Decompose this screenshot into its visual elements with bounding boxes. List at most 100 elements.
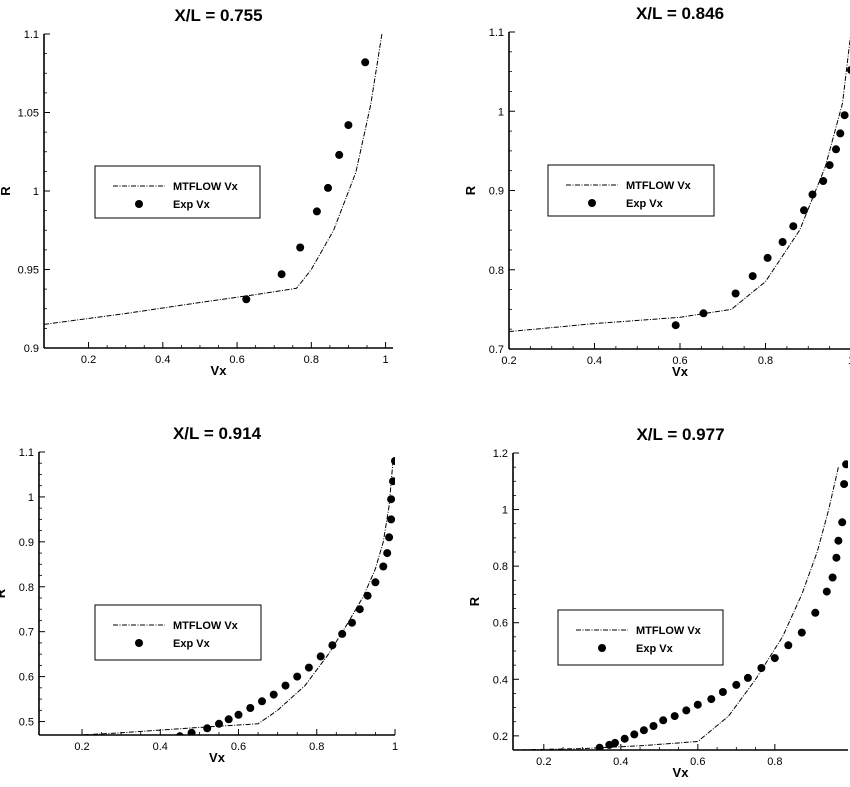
data-point-exp-vx: [224, 715, 233, 724]
data-point-exp-vx: [842, 460, 848, 469]
data-point-exp-vx: [595, 743, 604, 750]
data-point-exp-vx: [361, 58, 370, 67]
legend-label-exp-vx: Exp Vx: [626, 198, 664, 210]
data-point-exp-vx: [383, 549, 392, 558]
x-tick-label: 0.4: [155, 354, 170, 366]
y-tick-label: 0.8: [489, 265, 504, 277]
data-point-exp-vx: [363, 591, 372, 600]
data-point-exp-vx: [825, 161, 834, 170]
chart-panel-3: 0.2 0.4 0.6 0.8 1 0.5 0.6 0.7 0.8 0.9 1 1.1 X/L = 0.…: [0, 424, 398, 765]
legend: MTFLOW Vx Exp Vx: [94, 604, 262, 661]
chart-panel-1: 0.2 0.4 0.6 0.8 1 0.9 0.95 1 1.05 1.1 X/L = 0.755 V…: [0, 6, 393, 378]
data-point-exp-vx: [312, 207, 321, 216]
data-point-exp-vx: [770, 654, 779, 663]
data-point-exp-vx: [258, 697, 266, 706]
legend: MTFLOW Vx Exp Vx: [547, 164, 715, 217]
data-point-exp-vx: [789, 222, 798, 231]
data-point-exp-vx: [335, 150, 344, 159]
y-tick-label: 0.8: [493, 561, 508, 573]
y-tick-label: 1: [498, 106, 504, 118]
y-tick-label: 0.6: [493, 618, 508, 630]
y-tick-label: 0.9: [19, 537, 34, 549]
legend-label-exp-vx: Exp Vx: [173, 638, 211, 650]
y-tick-label: 0.4: [493, 674, 508, 686]
x-tick-label: 0.6: [229, 354, 244, 366]
series-line-mtflow-vx: [509, 36, 850, 333]
x-tick-label: 0.4: [153, 741, 168, 753]
data-point-exp-vx: [797, 628, 806, 637]
data-point-exp-vx: [840, 480, 848, 489]
y-tick-label: 0.7: [19, 627, 34, 639]
x-axis-label: Vx: [209, 750, 226, 765]
y-tick-label: 1.05: [18, 108, 39, 120]
x-axis-label: Vx: [672, 364, 689, 379]
data-point-exp-vx: [671, 321, 680, 330]
data-point-exp-vx: [371, 578, 380, 587]
data-point-exp-vx: [269, 690, 278, 699]
y-tick-label: 0.9: [489, 186, 504, 198]
legend-box: [94, 604, 262, 661]
legend-marker-swatch: [135, 639, 143, 647]
legend-marker-swatch: [135, 200, 143, 208]
x-tick-label: 0.2: [81, 354, 96, 366]
y-tick-label: 1.1: [19, 447, 34, 459]
legend-label-mtflow-vx: MTFLOW Vx: [173, 620, 239, 632]
data-point-exp-vx: [316, 652, 325, 661]
data-point-exp-vx: [620, 734, 629, 743]
x-tick-label: 0.6: [690, 756, 705, 768]
chart-title: X/L = 0.914: [173, 424, 262, 443]
y-tick-label: 0.2: [493, 731, 508, 743]
x-tick-label: 0.2: [536, 756, 551, 768]
legend-marker-swatch: [588, 199, 596, 207]
data-point-exp-vx: [338, 629, 347, 638]
data-point-exp-vx: [187, 728, 196, 735]
y-tick-label: 1.1: [489, 27, 504, 39]
data-point-exp-vx: [611, 738, 619, 747]
data-point-exp-vx: [718, 688, 727, 696]
data-point-exp-vx: [304, 663, 313, 672]
data-point-exp-vx: [828, 573, 837, 582]
data-point-exp-vx: [348, 618, 356, 627]
legend-label-exp-vx: Exp Vx: [173, 199, 211, 211]
y-axis-label: R: [0, 186, 13, 196]
y-tick-label: 1: [28, 492, 34, 504]
y-tick-label: 1: [33, 186, 39, 198]
legend-marker-swatch: [598, 644, 606, 652]
legend-box: [547, 164, 715, 217]
y-tick-label: 1: [502, 505, 508, 517]
series-line-mtflow-vx: [70, 460, 394, 735]
data-point-exp-vx: [344, 121, 353, 130]
legend-label-mtflow-vx: MTFLOW Vx: [636, 625, 702, 637]
data-point-exp-vx: [800, 206, 808, 215]
chart-title: X/L = 0.977: [636, 425, 724, 444]
y-tick-label: 0.5: [19, 717, 34, 729]
y-tick-label: 0.6: [19, 672, 34, 684]
y-axis-label: R: [0, 588, 8, 598]
data-point-exp-vx: [763, 253, 772, 262]
data-point-exp-vx: [832, 145, 840, 154]
data-point-exp-vx: [324, 183, 332, 192]
x-tick-label: 1: [383, 354, 389, 366]
data-point-exp-vx: [840, 111, 849, 120]
legend-label-mtflow-vx: MTFLOW Vx: [173, 181, 239, 193]
chart-panel-2: 0.2 0.4 0.6 0.8 1 0.7 0.8 0.9 1 1.1 X/L = 0.846 Vx R…: [463, 4, 850, 379]
x-axis-label: Vx: [211, 363, 228, 378]
data-point-exp-vx: [670, 712, 679, 721]
data-point-exp-vx: [391, 457, 395, 465]
data-point-exp-vx: [328, 641, 337, 650]
data-point-exp-vx: [659, 716, 668, 725]
x-tick-label: 0.8: [309, 741, 324, 753]
y-tick-label: 0.8: [19, 582, 34, 594]
x-tick-label: 0.2: [74, 741, 89, 753]
data-point-exp-vx: [293, 672, 302, 681]
data-point-exp-vx: [215, 719, 223, 728]
x-tick-label: 1: [848, 355, 850, 367]
data-point-exp-vx: [832, 553, 841, 562]
data-point-exp-vx: [836, 129, 845, 138]
data-point-exp-vx: [385, 533, 394, 542]
x-tick-label: 0.6: [231, 741, 246, 753]
y-tick-label: 1.1: [24, 29, 39, 41]
data-point-exp-vx: [387, 495, 395, 504]
data-point-exp-vx: [743, 673, 752, 682]
